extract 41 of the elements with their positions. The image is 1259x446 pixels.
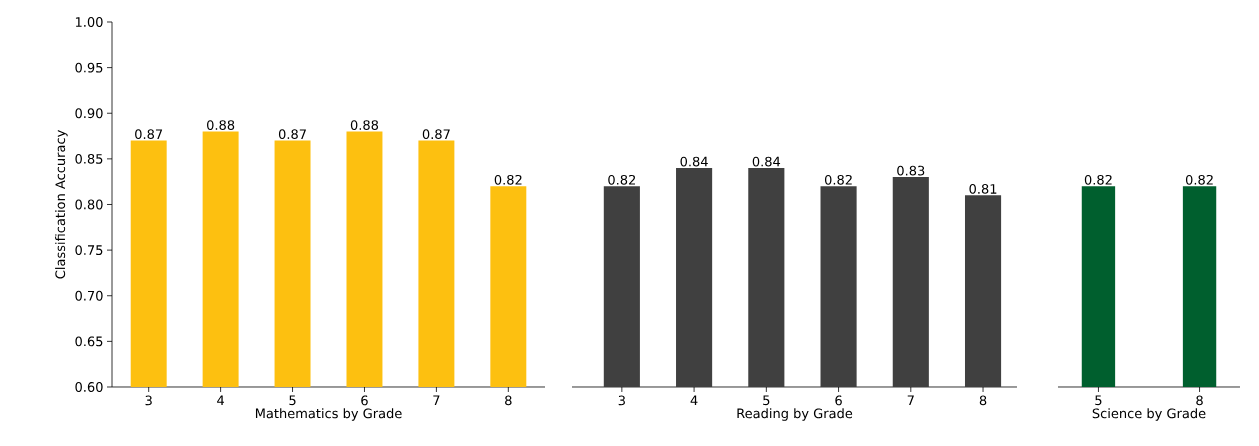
data-label: 0.84 [680,156,708,167]
x-tick-label: 4 [217,395,225,405]
x-tick-label: 4 [690,395,698,405]
y-tick-label: 0.80 [75,199,103,210]
y-tick-label: 0.65 [75,336,103,347]
data-label: 0.83 [897,165,925,176]
x-tick-label: 3 [618,395,625,406]
data-label: 0.82 [1185,174,1213,185]
x-tick-label: 8 [979,395,987,406]
data-label: 0.87 [422,129,450,140]
x-tick-label: 7 [433,395,440,405]
data-label: 0.82 [1084,174,1112,185]
data-label: 0.84 [752,156,781,167]
y-tick-label: 0.85 [75,153,103,164]
x-axis-title: Mathematics by Grade [255,408,402,421]
data-label: 0.87 [278,129,306,140]
y-axis-title: Classification Accuracy [55,130,68,279]
data-label: 0.88 [207,120,235,130]
data-label: 0.81 [969,184,997,194]
y-tick-label: 1.00 [75,17,103,27]
x-tick-label: 8 [505,395,512,406]
x-tick-label: 5 [289,395,296,406]
y-tick-label: 0.90 [75,108,103,119]
y-tick-label: 0.95 [75,62,103,73]
y-tick-label: 0.70 [75,290,103,301]
x-tick-label: 6 [835,395,842,406]
x-axis-title: Science by Grade [1092,408,1206,421]
data-label: 0.82 [494,174,522,185]
y-tick-label: 0.75 [75,245,103,256]
x-tick-label: 3 [145,395,152,406]
y-tick-label: 0.60 [75,382,103,392]
data-label: 0.88 [350,120,379,130]
data-label: 0.82 [824,174,852,185]
x-axis-title: Reading by Grade [737,408,853,421]
x-tick-label: 5 [1095,395,1102,406]
x-tick-label: 7 [907,395,914,405]
x-tick-label: 5 [763,395,770,406]
data-label: 0.87 [135,129,163,140]
x-tick-label: 6 [361,395,368,406]
x-tick-label: 8 [1196,395,1203,406]
data-label: 0.82 [608,174,636,185]
